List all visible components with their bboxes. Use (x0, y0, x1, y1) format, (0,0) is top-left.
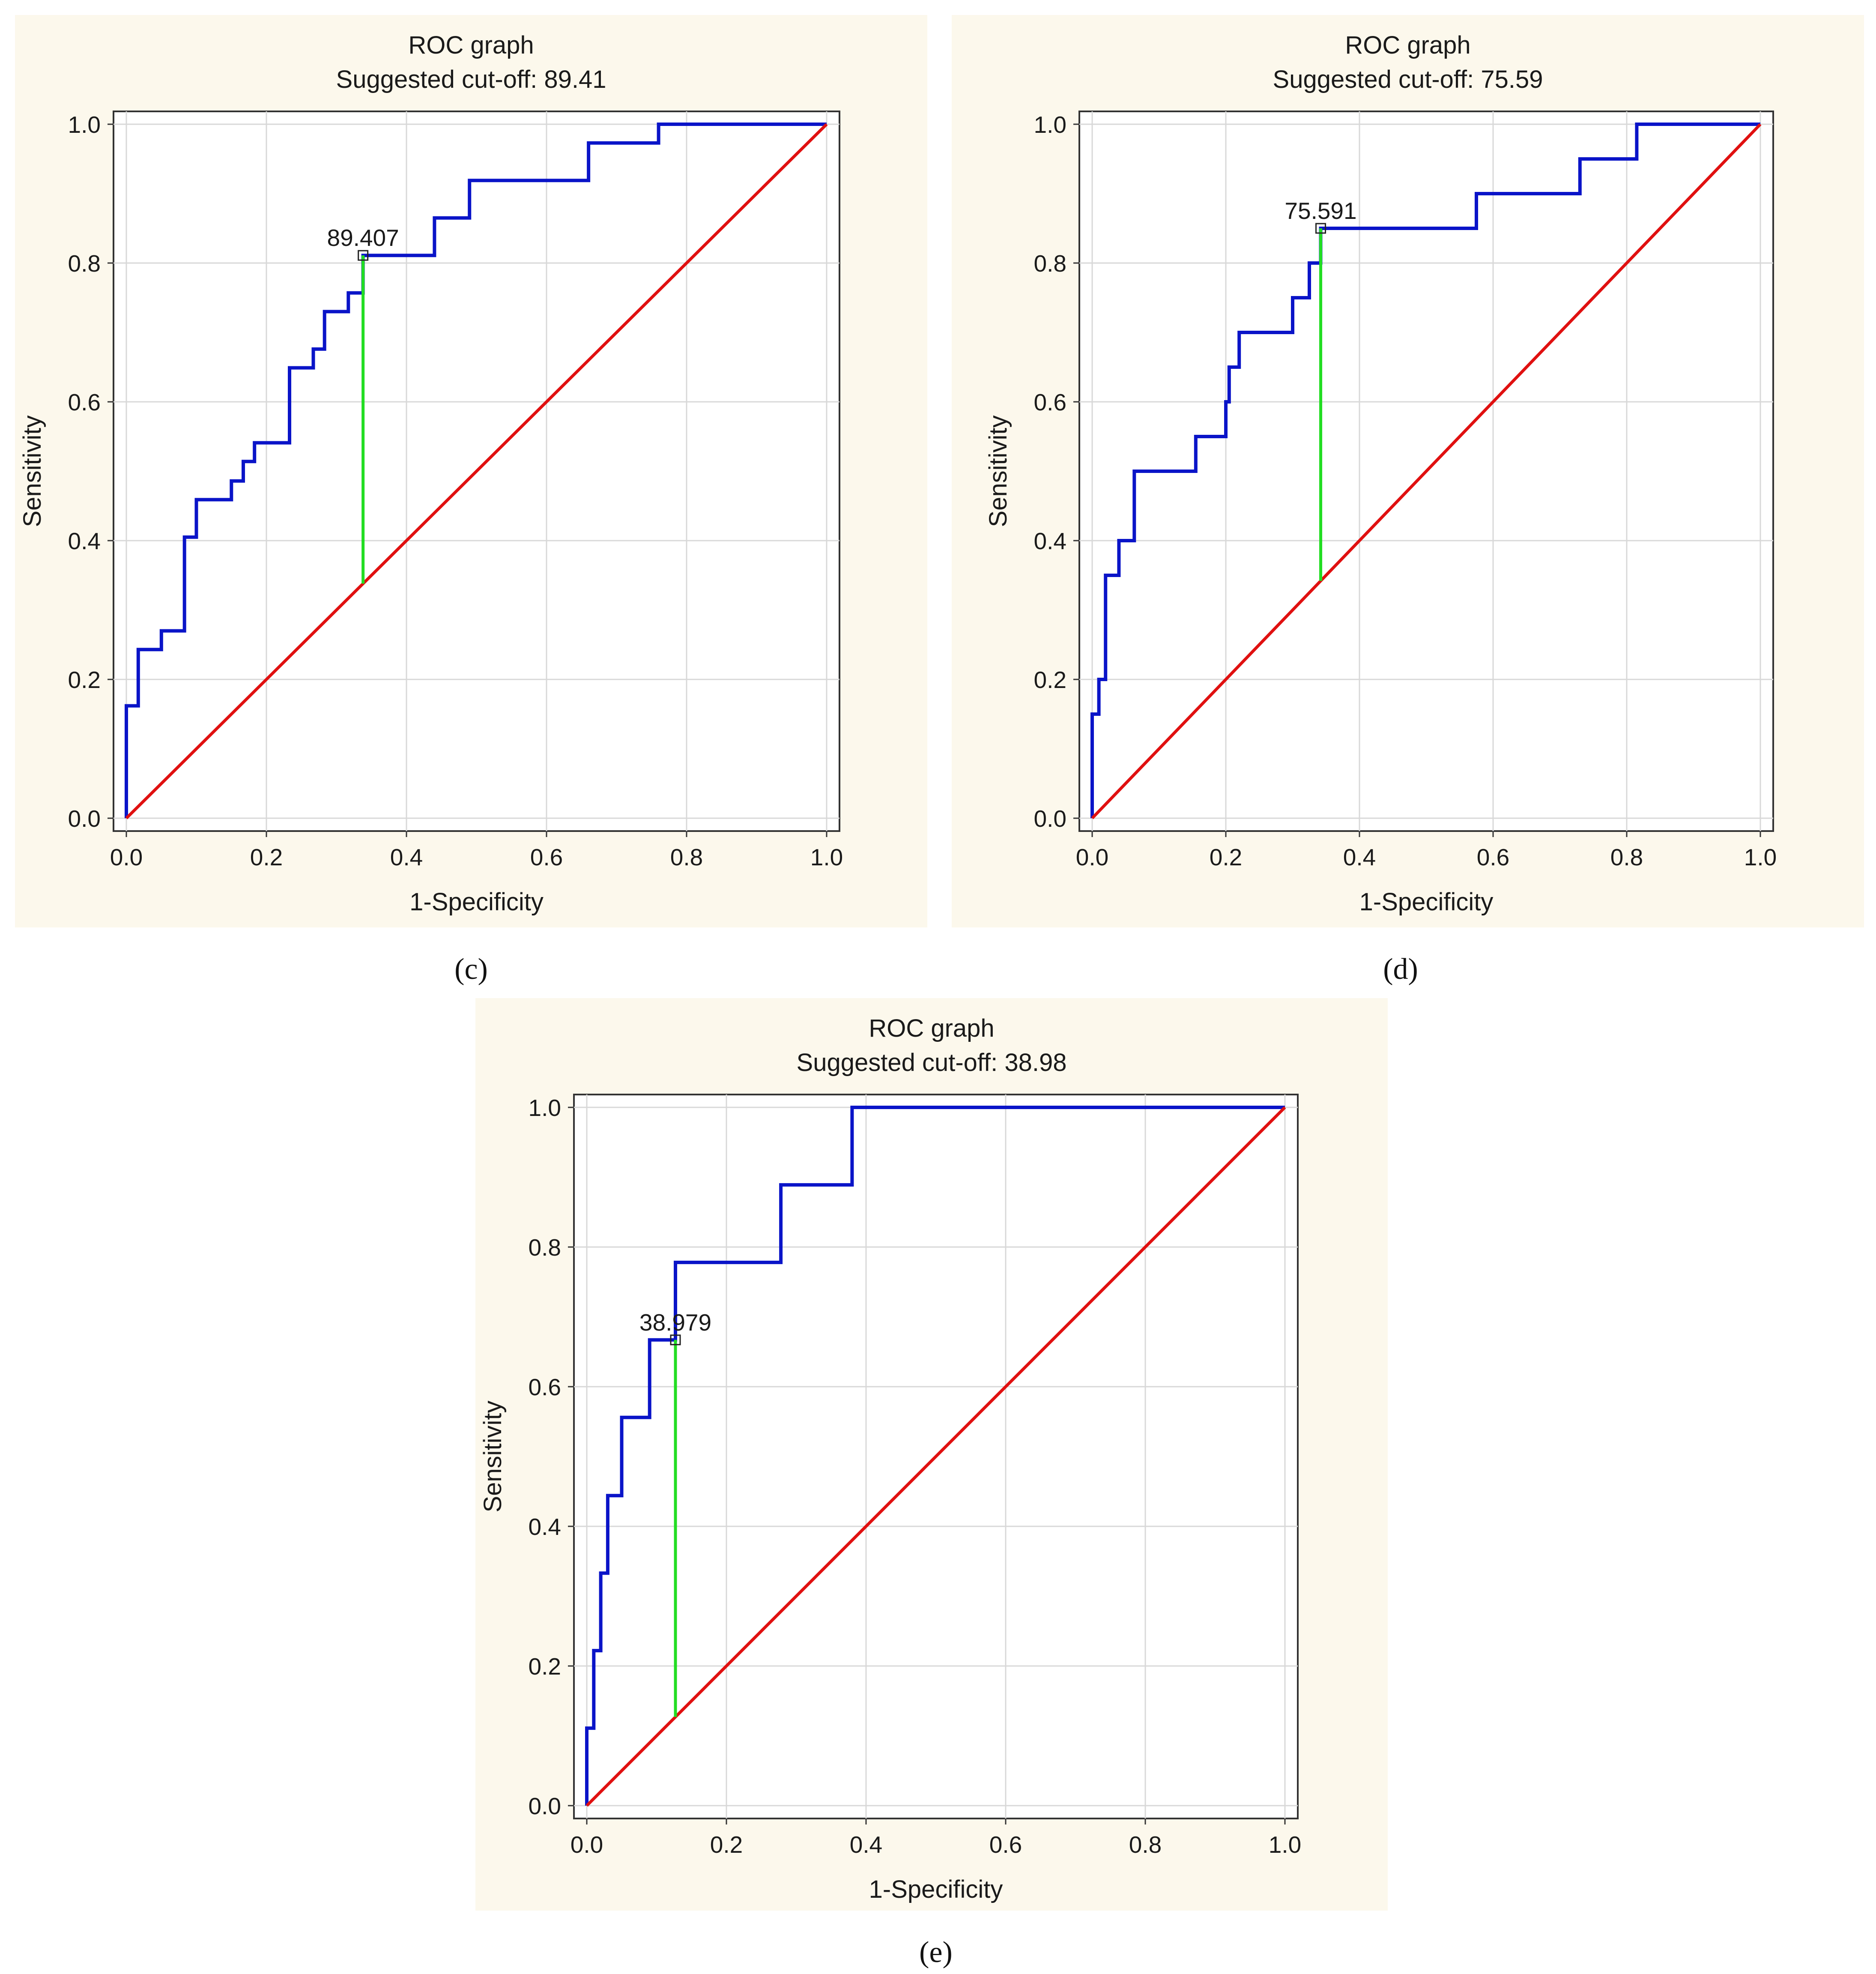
y-tick-label: 0.2 (529, 1653, 561, 1680)
roc-panel-e: 0.0 0.0 0.2 0.2 0.4 0.4 0.6 0.6 0.8 0.8 1.0 1.0 ROC … (475, 998, 1388, 1911)
x-axis-label: 1-Specificity (1359, 888, 1494, 916)
x-axis-label: 1-Specificity (869, 1875, 1003, 1903)
y-tick-label: 0.6 (68, 389, 101, 416)
chart-title: ROC graph (1345, 31, 1470, 59)
cutoff-label: 75.591 (1285, 197, 1356, 224)
x-tick-label: 0.0 (571, 1831, 603, 1858)
panel-caption-d: (d) (1383, 953, 1418, 986)
y-tick-label: 0.4 (68, 528, 101, 554)
y-axis-label: Sensitivity (18, 415, 46, 527)
x-tick-label: 0.4 (1343, 844, 1376, 870)
y-tick-label: 0.4 (529, 1513, 561, 1540)
cutoff-label: 89.407 (327, 224, 399, 251)
y-tick-label: 0.4 (1034, 528, 1066, 554)
roc-panel-d: 0.0 0.0 0.2 0.2 0.4 0.4 0.6 0.6 0.8 0.8 1.0 1.0 ROC … (952, 15, 1864, 927)
y-tick-label: 0.0 (1034, 805, 1066, 832)
panel-caption-e: (e) (919, 1936, 953, 1969)
y-tick-label: 0.8 (68, 250, 101, 277)
x-tick-label: 0.6 (1477, 844, 1509, 870)
chart-subtitle: Suggested cut-off: 89.41 (336, 66, 606, 93)
x-tick-label: 0.2 (710, 1831, 743, 1858)
y-tick-label: 0.8 (1034, 250, 1066, 277)
x-tick-label: 0.4 (390, 844, 423, 870)
roc-curve (585, 1106, 1285, 1806)
roc-panel-c: 0.0 0.0 0.2 0.2 0.4 0.4 0.6 0.6 0.8 0.8 1.0 1.0 ROC … (15, 15, 927, 927)
reference-line (586, 1106, 1286, 1807)
roc-curve (1090, 123, 1760, 818)
chart-title: ROC graph (408, 31, 534, 59)
y-tick-label: 0.0 (68, 805, 101, 832)
chart-subtitle: Suggested cut-off: 38.98 (797, 1049, 1067, 1077)
y-tick-label: 0.2 (1034, 667, 1066, 693)
y-axis-label: Sensitivity (984, 415, 1012, 527)
roc-curve (125, 123, 827, 818)
x-tick-label: 0.6 (530, 844, 563, 870)
x-tick-label: 0.4 (850, 1831, 882, 1858)
y-tick-label: 0.8 (529, 1234, 561, 1261)
x-tick-label: 0.2 (1210, 844, 1242, 870)
x-tick-label: 1.0 (1269, 1831, 1301, 1858)
chart-title: ROC graph (869, 1014, 994, 1042)
y-tick-label: 1.0 (529, 1095, 561, 1121)
x-tick-label: 0.6 (989, 1831, 1022, 1858)
x-tick-label: 1.0 (1744, 844, 1777, 870)
y-tick-label: 1.0 (68, 111, 101, 138)
y-tick-label: 0.2 (68, 667, 101, 693)
x-tick-label: 1.0 (810, 844, 843, 870)
x-tick-label: 0.2 (250, 844, 283, 870)
chart-subtitle: Suggested cut-off: 75.59 (1273, 66, 1543, 93)
x-tick-label: 0.0 (110, 844, 143, 870)
y-tick-label: 0.6 (1034, 389, 1066, 416)
panel-caption-c: (c) (454, 953, 488, 986)
cutoff-label: 38.979 (639, 1309, 711, 1336)
cutoff-marker (670, 1334, 681, 1346)
reference-line (125, 123, 828, 820)
x-tick-label: 0.8 (1610, 844, 1643, 870)
cutoff-marker (358, 250, 369, 261)
y-tick-label: 0.6 (529, 1374, 561, 1400)
y-tick-label: 1.0 (1034, 111, 1066, 138)
x-tick-label: 0.0 (1076, 844, 1108, 870)
x-tick-label: 0.8 (1129, 1831, 1162, 1858)
cutoff-marker (1315, 223, 1326, 234)
y-axis-label: Sensitivity (479, 1400, 507, 1512)
y-tick-label: 0.0 (529, 1793, 561, 1819)
reference-line (1091, 123, 1762, 820)
x-tick-label: 0.8 (670, 844, 703, 870)
x-axis-label: 1-Specificity (409, 888, 544, 916)
